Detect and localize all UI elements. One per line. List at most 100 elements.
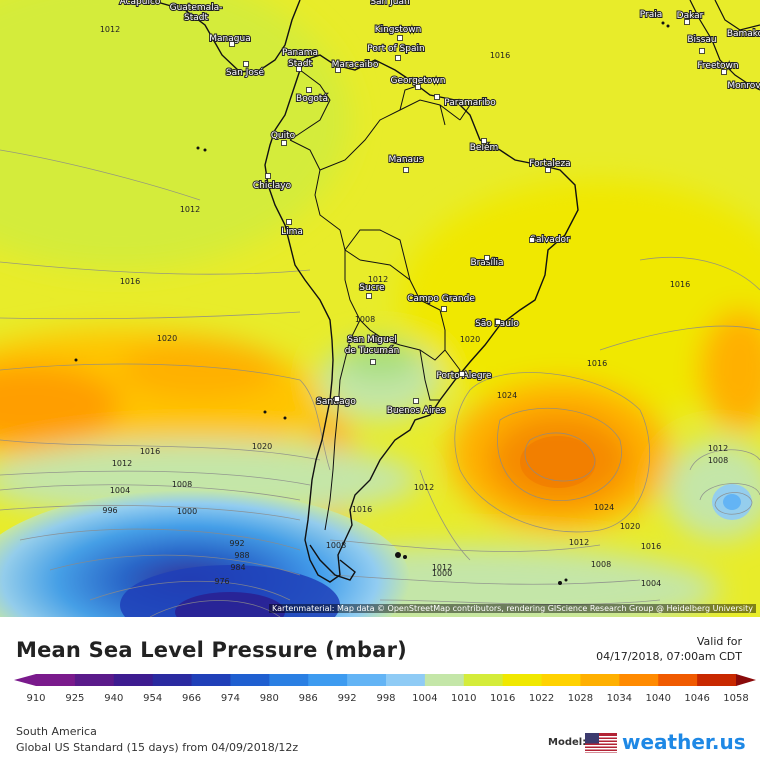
valid-time: 04/17/2018, 07:00am CDT [596,650,742,663]
scale-tick-label: 992 [338,693,357,704]
legend-title: Mean Sea Level Pressure (mbar) [16,638,407,662]
scale-swatch [580,674,620,686]
isobar-label: 1012 [112,459,132,468]
city-marker [366,293,372,299]
city-marker [699,48,705,54]
city-marker [684,19,690,25]
isobar-label: 1004 [110,486,130,495]
isobar-label: 1016 [490,51,510,60]
city-label: Acapulco [120,0,161,7]
scale-swatch [619,674,659,686]
isobar-label: 1004 [641,579,661,588]
city-label: Port of Spain [367,44,424,54]
isobar-label: 1012 [180,205,200,214]
map-attribution: Kartenmaterial: Map data © OpenStreetMap… [268,604,756,613]
isobar-label: 1008 [172,480,192,489]
isobar-label: 1008 [591,560,611,569]
scale-tick-label: 1046 [684,693,709,704]
scale-tick-label: 910 [26,693,45,704]
scale-swatch [347,674,387,686]
city-label: Stadt [184,13,208,23]
city-label: Campo Grande [407,294,475,304]
city-label: Guatemala- [170,3,223,13]
scale-swatch [697,674,737,686]
scale-swatch [463,674,504,686]
scale-tick-label: 1058 [723,693,748,704]
scale-swatch [152,674,193,686]
isobar-label: 1020 [460,335,480,344]
scale-tick-label: 986 [299,693,318,704]
scale-tick-label: 954 [143,693,162,704]
scale-swatch [74,674,115,686]
city-label: San José [226,67,265,78]
city-label: Santiago [316,397,356,407]
us-flag-icon [585,733,617,753]
city-label: Fortaleza [529,159,570,169]
city-marker [495,319,501,325]
scale-swatch [230,674,270,686]
scale-swatch [541,674,581,686]
city-label: Chiclayo [253,181,292,191]
isobar-lines [0,149,760,617]
isobar-label: 976 [214,577,229,586]
isobar-label: 1016 [587,359,607,368]
scale-tick-label: 1010 [451,693,476,704]
city-marker [397,35,403,41]
city-label: Bogotá [296,94,328,104]
scale-tick-label: 980 [260,693,279,704]
city-marker [265,173,271,179]
city-marker [529,237,535,243]
scale-tick-label: 966 [182,693,201,704]
scale-swatch [658,674,698,686]
city-marker [459,371,465,377]
city-label: Quito [271,131,296,141]
city-marker [441,306,447,312]
isobar-label: 988 [234,551,249,560]
scale-swatch [424,674,465,686]
city-marker [334,396,340,402]
city-label: Kingstown [375,25,422,35]
city-marker [545,167,551,173]
scale-tick-label: 1034 [607,693,632,704]
brand-logo[interactable]: weather.us [622,730,746,754]
scale-tick-label: 1004 [412,693,437,704]
scale-tick-label: 998 [376,693,395,704]
scale-tick-label: 1040 [645,693,670,704]
isobar-label: 1008 [326,541,346,550]
city-label: Stadt [288,59,312,69]
city-label: Monrovia [727,81,760,91]
isobar-label: 1024 [594,503,614,512]
city-label: Georgetown [391,76,446,86]
city-label: Manaus [389,155,424,165]
model-label: Model: [548,737,587,748]
city-label: Bamako [727,29,760,39]
legend-panel [0,617,760,760]
region-name: South America [16,725,97,738]
isobar-label: 984 [230,563,245,572]
city-marker [335,67,341,73]
scale-arrow-left [14,674,36,686]
isobar-label: 1020 [620,522,640,531]
city-label: de Tucumán [345,346,400,356]
scale-swatch [113,674,154,686]
isobar-label: 992 [229,539,244,548]
valid-label: Valid for [696,635,742,648]
city-marker [286,219,292,225]
city-label: Dakar [677,11,704,21]
city-label: Paramaribo [444,98,496,108]
city-marker [395,55,401,61]
isobar-label: 1020 [252,442,272,451]
city-label: Maracaibo [332,60,379,70]
city-marker [370,359,376,365]
city-marker [413,398,419,404]
city-label: Lima [281,227,303,237]
city-label: Managua [209,34,250,44]
scale-swatch [502,674,543,686]
isobar-label: 1016 [140,447,160,456]
city-label: Belém [470,142,499,153]
city-label: Bissau [687,35,716,45]
city-marker [243,61,249,67]
city-marker [281,140,287,146]
